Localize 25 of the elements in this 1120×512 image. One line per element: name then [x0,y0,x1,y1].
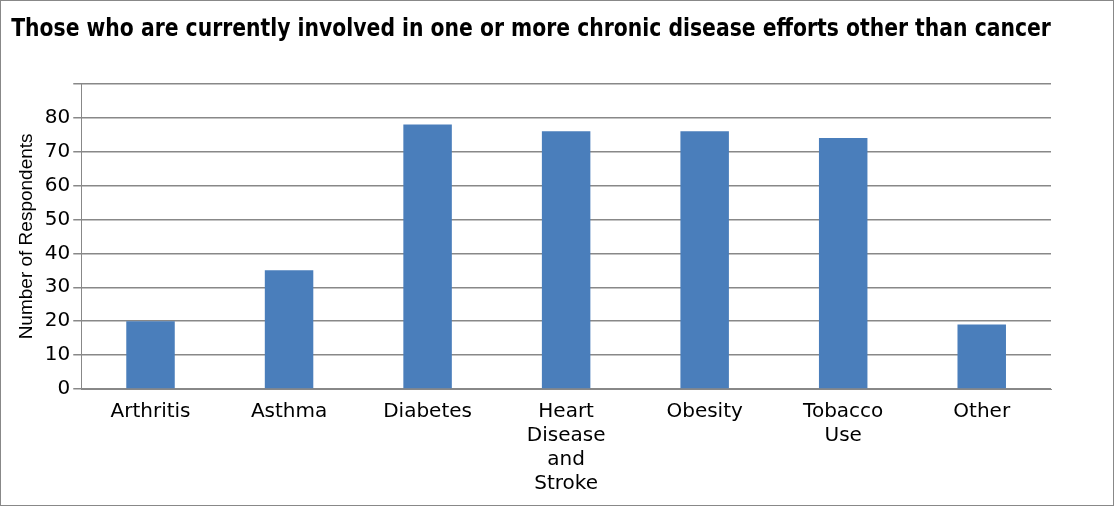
bar [126,321,175,389]
bar [957,324,1006,389]
y-tick-label: 50 [44,205,71,230]
y-tick-label: 80 [44,103,71,128]
bar [541,131,591,389]
bar [403,124,452,389]
x-tick-label: Asthma [250,398,328,423]
x-tick-label: Other [953,398,1011,423]
bar [264,270,314,389]
y-tick-label: 30 [44,273,71,298]
y-tick-label: 70 [44,137,71,162]
bar [818,138,868,389]
chart-title: Those who are currently involved in one or more chronic disease efforts other than cancer [11,12,1051,42]
x-tick-label: Heart Disease and Stroke [526,398,606,495]
x-tick-label: Tobacco Use [802,398,884,447]
x-tick-label: Obesity [666,398,744,423]
y-axis-title: Number of Respondents [14,133,36,340]
x-tick-label: Diabetes [383,398,472,423]
y-tick-label: 0 [57,375,71,400]
y-tick-label: 40 [44,239,71,264]
y-tick-label: 20 [44,307,71,332]
x-tick-label: Arthritis [110,398,191,423]
bar [680,131,729,389]
y-tick-label: 60 [44,171,71,196]
y-tick-label: 10 [44,341,71,366]
